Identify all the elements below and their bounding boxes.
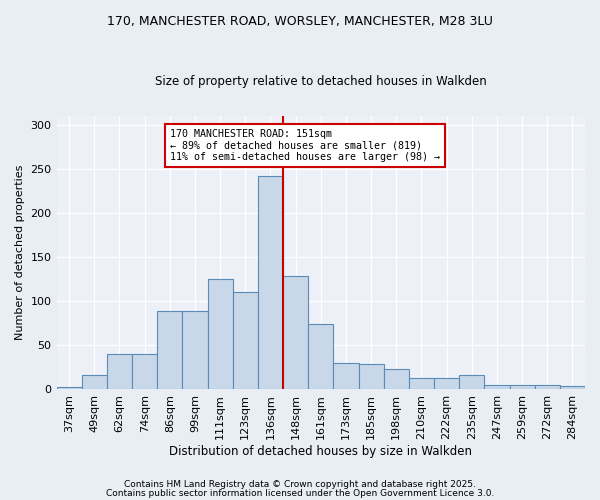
Bar xyxy=(434,378,459,389)
Bar xyxy=(535,384,560,389)
Bar xyxy=(107,354,132,389)
Bar xyxy=(383,368,409,389)
Bar xyxy=(283,276,308,389)
Bar xyxy=(208,279,233,389)
Bar xyxy=(334,362,359,389)
Bar xyxy=(182,310,208,389)
Text: Contains HM Land Registry data © Crown copyright and database right 2025.: Contains HM Land Registry data © Crown c… xyxy=(124,480,476,489)
Bar xyxy=(233,292,258,389)
Bar xyxy=(132,354,157,389)
X-axis label: Distribution of detached houses by size in Walkden: Distribution of detached houses by size … xyxy=(169,444,472,458)
Bar xyxy=(359,364,383,389)
Bar xyxy=(409,378,434,389)
Text: Contains public sector information licensed under the Open Government Licence 3.: Contains public sector information licen… xyxy=(106,488,494,498)
Bar xyxy=(56,387,82,389)
Y-axis label: Number of detached properties: Number of detached properties xyxy=(15,165,25,340)
Bar xyxy=(509,384,535,389)
Bar xyxy=(459,375,484,389)
Bar xyxy=(157,312,182,389)
Text: 170, MANCHESTER ROAD, WORSLEY, MANCHESTER, M28 3LU: 170, MANCHESTER ROAD, WORSLEY, MANCHESTE… xyxy=(107,15,493,28)
Bar xyxy=(82,375,107,389)
Bar xyxy=(484,384,509,389)
Title: Size of property relative to detached houses in Walkden: Size of property relative to detached ho… xyxy=(155,76,487,88)
Bar xyxy=(308,324,334,389)
Bar xyxy=(258,176,283,389)
Text: 170 MANCHESTER ROAD: 151sqm
← 89% of detached houses are smaller (819)
11% of se: 170 MANCHESTER ROAD: 151sqm ← 89% of det… xyxy=(170,130,440,162)
Bar xyxy=(560,386,585,389)
